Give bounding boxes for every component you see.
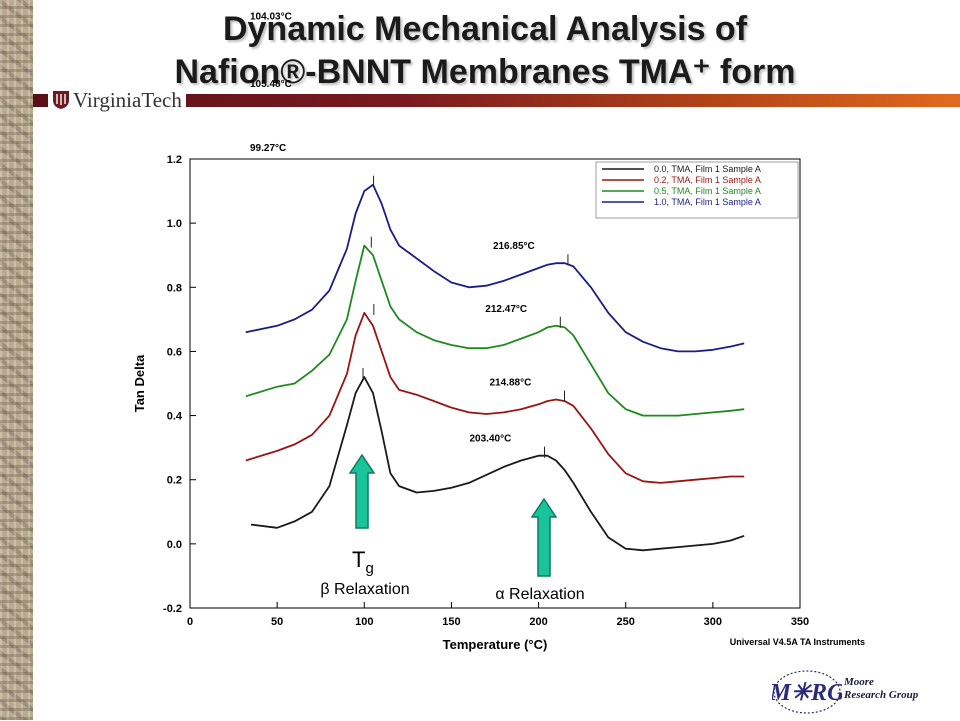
slide-title-line2: Nafion®-BNNT Membranes TMA⁺ form xyxy=(174,53,796,91)
chart-axes: 0 50 100 150 200 250 300 350 -0.2 0.0 0.2 0.4 0.6 0.8… xyxy=(132,154,865,652)
tg-main: T xyxy=(352,547,365,572)
mrg-text: Moore Research Group xyxy=(844,676,918,702)
virginia-tech-logo: VirginiaTech xyxy=(48,88,186,112)
alpha-relaxation-label: α Relaxation xyxy=(495,586,584,603)
mrg-mark: M✳RG xyxy=(772,680,842,706)
legend-entry: 0.5, TMA, Film 1 Sample A xyxy=(654,186,761,196)
chart-curves xyxy=(245,175,745,552)
series-line-0 xyxy=(250,376,745,552)
series-line-1 xyxy=(245,312,745,484)
y-tick-label: 0.4 xyxy=(167,411,183,423)
beta-arrow xyxy=(348,453,376,529)
tg-subscript: g xyxy=(365,560,373,577)
y-tick-label: 1.2 xyxy=(167,154,182,166)
x-tick-label: 250 xyxy=(617,616,635,628)
legend-box xyxy=(595,161,799,219)
moore-research-group-logo: M✳RG Moore Research Group xyxy=(769,668,942,716)
x-axis-label: Temperature (°C) xyxy=(443,637,548,652)
peak-label-beta: 105.48°C xyxy=(250,79,292,90)
peak-label-alpha: 216.85°C xyxy=(493,241,535,252)
x-tick-label: 100 xyxy=(355,616,373,628)
plot-frame xyxy=(189,158,801,609)
peak-label-alpha: 214.88°C xyxy=(490,378,532,389)
x-tick-label: 300 xyxy=(704,616,722,628)
mrg-emblem-icon: M✳RG xyxy=(769,670,845,714)
alpha-arrow xyxy=(530,497,558,577)
x-tick-label: 0 xyxy=(187,616,193,628)
beta-relaxation-label: β Relaxation xyxy=(320,581,409,598)
y-axis-label: Tan Delta xyxy=(132,354,147,412)
chart-footnote: Universal V4.5A TA Instruments xyxy=(730,637,865,647)
y-tick-label: -0.2 xyxy=(163,603,182,615)
chart-annotations: Tg β Relaxation α Relaxation xyxy=(320,453,585,603)
x-tick-label: 50 xyxy=(271,616,283,628)
series-line-2 xyxy=(245,244,745,417)
x-tick-label: 150 xyxy=(442,616,460,628)
series-line-3 xyxy=(245,183,745,353)
mrg-text-line1: Moore xyxy=(844,676,874,688)
legend-entry: 1.0, TMA, Film 1 Sample A xyxy=(654,197,761,207)
peak-label-alpha: 212.47°C xyxy=(485,304,527,315)
title-rule xyxy=(33,94,960,107)
x-tick-label: 200 xyxy=(529,616,547,628)
tg-label: Tg xyxy=(352,547,374,577)
legend-entry: 0.0, TMA, Film 1 Sample A xyxy=(654,164,761,174)
peak-label-beta: 104.03°C xyxy=(250,12,292,23)
chart-legend: 0.0, TMA, Film 1 Sample A0.2, TMA, Film … xyxy=(595,161,799,219)
y-tick-label: 0.6 xyxy=(167,346,182,358)
peak-label-alpha: 203.40°C xyxy=(469,434,511,445)
mrg-text-line2: Research Group xyxy=(844,689,919,701)
y-tick-label: 1.0 xyxy=(167,218,182,230)
legend-entry: 0.2, TMA, Film 1 Sample A xyxy=(654,175,761,185)
peak-label-beta: 99.27°C xyxy=(250,143,286,154)
x-tick-label: 350 xyxy=(791,616,809,628)
stone-border xyxy=(0,0,33,720)
slide-title-line1: Dynamic Mechanical Analysis of xyxy=(222,10,748,48)
y-tick-label: 0.2 xyxy=(167,475,182,487)
vt-logo-text: VirginiaTech xyxy=(73,87,182,112)
peak-labels: 99.27°C 203.40°C 105.48°C 214.88°C 104.03°C 2… xyxy=(250,12,535,445)
y-tick-label: 0.0 xyxy=(167,539,182,551)
y-tick-label: 0.8 xyxy=(167,282,182,294)
vt-shield-icon xyxy=(53,91,69,109)
